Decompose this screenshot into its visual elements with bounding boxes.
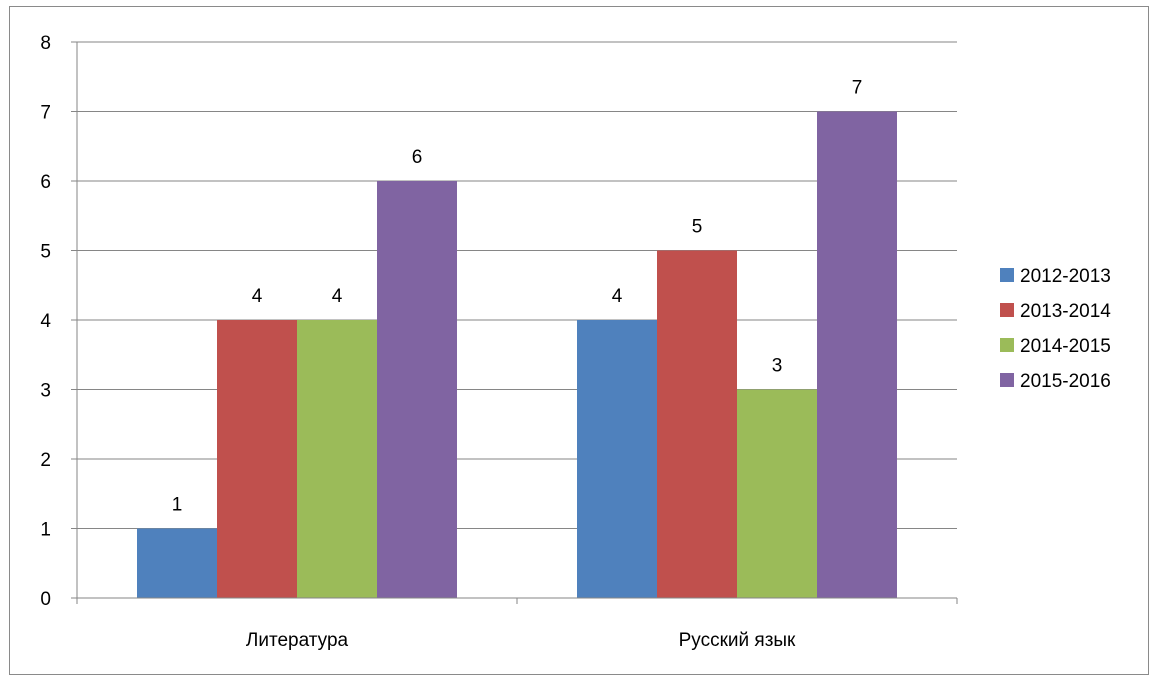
legend: 2012-2013 2013-2014 2014-2015 2015-2016	[1000, 266, 1111, 392]
bar	[137, 528, 217, 598]
y-tick-label: 8	[40, 33, 51, 54]
bar	[577, 320, 657, 598]
labels: 0 1 2 3 4 5 6 7 8 1 4 4 6 Литература 4 5 3 7 Русский язык	[40, 33, 862, 651]
bar	[657, 250, 737, 598]
data-label: 6	[412, 147, 423, 168]
data-label: 7	[852, 78, 863, 99]
data-label: 3	[772, 356, 783, 377]
data-label: 5	[692, 217, 703, 238]
bar	[817, 111, 897, 598]
y-tick-label: 3	[40, 381, 51, 402]
bar	[217, 320, 297, 598]
bar	[297, 320, 377, 598]
legend-label: 2014-2015	[1020, 336, 1111, 357]
y-tick-label: 7	[40, 103, 51, 124]
data-label: 1	[172, 495, 183, 516]
category-label: Русский язык	[679, 630, 796, 651]
axes	[71, 41, 958, 604]
data-label: 4	[332, 286, 343, 307]
legend-swatch	[1000, 373, 1014, 387]
y-tick-label: 5	[40, 242, 51, 263]
bars	[137, 111, 897, 598]
y-tick-label: 0	[40, 589, 51, 610]
bar	[737, 389, 817, 598]
y-tick-label: 6	[40, 172, 51, 193]
legend-label: 2013-2014	[1020, 301, 1111, 322]
legend-swatch	[1000, 268, 1014, 282]
y-tick-label: 1	[40, 520, 51, 541]
data-label: 4	[252, 286, 263, 307]
y-tick-label: 2	[40, 450, 51, 471]
legend-label: 2012-2013	[1020, 266, 1111, 287]
bar	[377, 181, 457, 598]
legend-swatch	[1000, 303, 1014, 317]
category-label: Литература	[246, 630, 349, 651]
legend-label: 2015-2016	[1020, 371, 1111, 392]
legend-swatch	[1000, 338, 1014, 352]
y-tick-label: 4	[40, 311, 51, 332]
data-label: 4	[612, 286, 623, 307]
